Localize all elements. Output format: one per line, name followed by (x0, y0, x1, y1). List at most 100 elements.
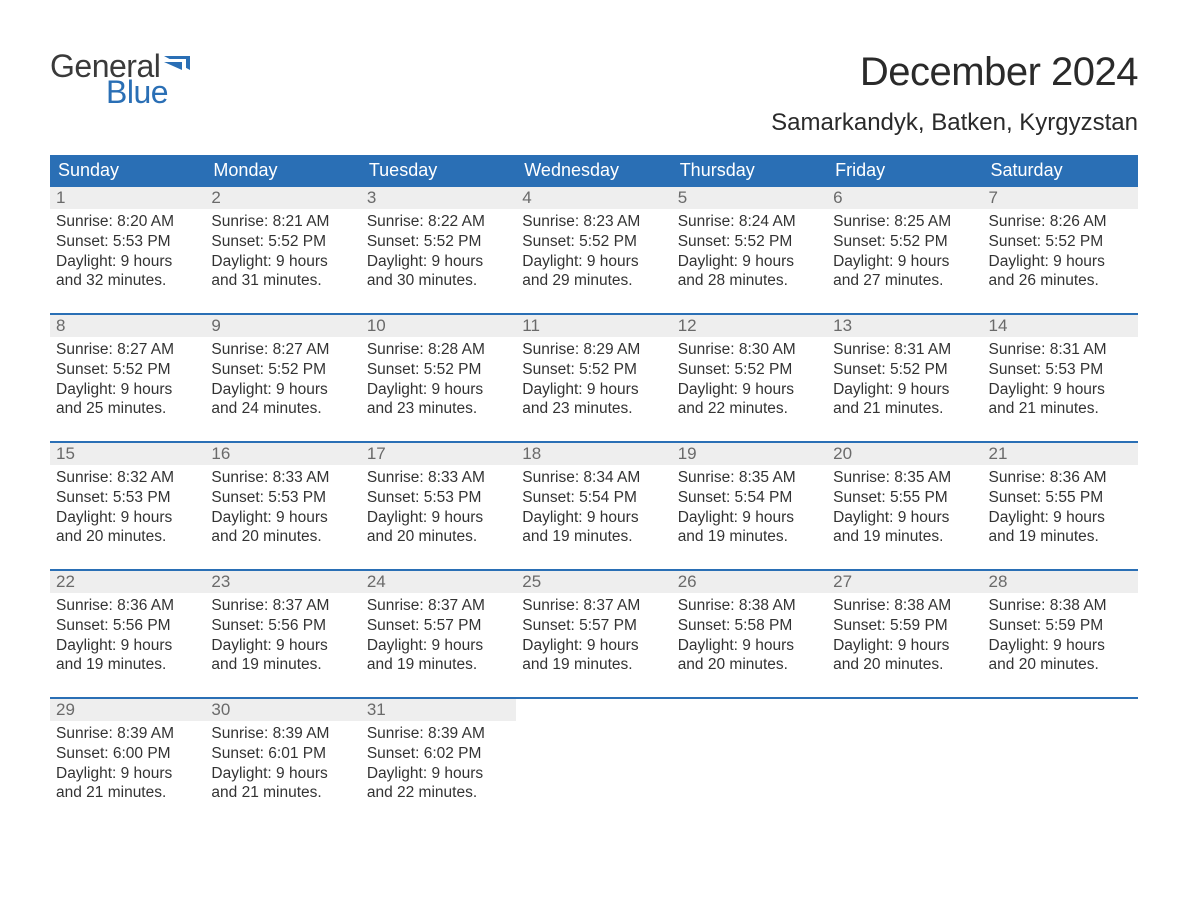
day-day2: and 20 minutes. (211, 527, 354, 547)
day-sunset: Sunset: 5:53 PM (211, 488, 354, 508)
weekday-header: Tuesday (361, 155, 516, 187)
day-body: Sunrise: 8:30 AMSunset: 5:52 PMDaylight:… (672, 337, 827, 419)
calendar-day: 21Sunrise: 8:36 AMSunset: 5:55 PMDayligh… (983, 443, 1138, 569)
day-number: 8 (56, 316, 65, 335)
day-number: 13 (833, 316, 852, 335)
day-number: 17 (367, 444, 386, 463)
day-sunrise: Sunrise: 8:35 AM (678, 468, 821, 488)
day-day2: and 22 minutes. (367, 783, 510, 803)
calendar-week: 8Sunrise: 8:27 AMSunset: 5:52 PMDaylight… (50, 313, 1138, 441)
day-number: 20 (833, 444, 852, 463)
calendar-day: 12 Sunrise: 8:30 AMSunset: 5:52 PMDayligh… (672, 315, 827, 441)
day-day1: Daylight: 9 hours (56, 636, 199, 656)
day-sunrise: Sunrise: 8:38 AM (833, 596, 976, 616)
day-day2: and 29 minutes. (522, 271, 665, 291)
day-day1: Daylight: 9 hours (367, 508, 510, 528)
day-sunrise: Sunrise: 8:31 AM (833, 340, 976, 360)
calendar-day: 20Sunrise: 8:35 AMSunset: 5:55 PMDayligh… (827, 443, 982, 569)
day-number-row: 22 (50, 571, 205, 593)
day-body: Sunrise: 8:35 AMSunset: 5:54 PMDaylight:… (672, 465, 827, 547)
day-body: Sunrise: 8:22 AMSunset: 5:52 PMDaylight:… (361, 209, 516, 291)
day-sunrise: Sunrise: 8:22 AM (367, 212, 510, 232)
day-sunset: Sunset: 5:52 PM (522, 232, 665, 252)
day-number: 21 (989, 444, 1008, 463)
day-day1: Daylight: 9 hours (56, 508, 199, 528)
day-day2: and 24 minutes. (211, 399, 354, 419)
calendar-day: 8Sunrise: 8:27 AMSunset: 5:52 PMDaylight… (50, 315, 205, 441)
calendar-day: 26Sunrise: 8:38 AMSunset: 5:58 PMDayligh… (672, 571, 827, 697)
day-sunrise: Sunrise: 8:27 AM (211, 340, 354, 360)
day-sunrise: Sunrise: 8:39 AM (367, 724, 510, 744)
day-number: 18 (522, 444, 541, 463)
day-sunset: Sunset: 5:53 PM (367, 488, 510, 508)
day-day2: and 20 minutes. (367, 527, 510, 547)
day-day1: Daylight: 9 hours (833, 252, 976, 272)
day-body: Sunrise: 8:20 AMSunset: 5:53 PMDaylight:… (50, 209, 205, 291)
day-day1: Daylight: 9 hours (678, 380, 821, 400)
title-block: December 2024 Samarkandyk, Batken, Kyrgy… (771, 50, 1138, 137)
day-sunrise: Sunrise: 8:37 AM (522, 596, 665, 616)
day-number-row: 30 (205, 699, 360, 721)
day-number-row: 29 (50, 699, 205, 721)
day-day1: Daylight: 9 hours (989, 508, 1132, 528)
day-number-row: 21 (983, 443, 1138, 465)
day-number: 6 (833, 188, 842, 207)
day-body: Sunrise: 8:38 AMSunset: 5:59 PMDaylight:… (827, 593, 982, 675)
day-sunrise: Sunrise: 8:35 AM (833, 468, 976, 488)
day-day1: Daylight: 9 hours (367, 380, 510, 400)
day-body: Sunrise: 8:31 AMSunset: 5:52 PMDaylight:… (827, 337, 982, 419)
day-body: Sunrise: 8:31 AMSunset: 5:53 PMDaylight:… (983, 337, 1138, 419)
day-number: 11 (522, 316, 540, 335)
day-day2: and 21 minutes. (211, 783, 354, 803)
weekday-header: Friday (827, 155, 982, 187)
calendar-day: 5Sunrise: 8:24 AMSunset: 5:52 PMDaylight… (672, 187, 827, 313)
day-body: Sunrise: 8:24 AMSunset: 5:52 PMDaylight:… (672, 209, 827, 291)
calendar-day: 16Sunrise: 8:33 AMSunset: 5:53 PMDayligh… (205, 443, 360, 569)
day-day2: and 19 minutes. (989, 527, 1132, 547)
day-number: 24 (367, 572, 386, 591)
day-body: Sunrise: 8:37 AMSunset: 5:57 PMDaylight:… (516, 593, 671, 675)
calendar-day: 23Sunrise: 8:37 AMSunset: 5:56 PMDayligh… (205, 571, 360, 697)
calendar-day: 11Sunrise: 8:29 AMSunset: 5:52 PMDayligh… (516, 315, 671, 441)
calendar-day: 1Sunrise: 8:20 AMSunset: 5:53 PMDaylight… (50, 187, 205, 313)
day-sunset: Sunset: 5:52 PM (678, 232, 821, 252)
calendar-day: 18Sunrise: 8:34 AMSunset: 5:54 PMDayligh… (516, 443, 671, 569)
day-number: 9 (211, 316, 220, 335)
calendar-day: 24Sunrise: 8:37 AMSunset: 5:57 PMDayligh… (361, 571, 516, 697)
day-sunset: Sunset: 5:52 PM (989, 232, 1132, 252)
day-number-row: 6 (827, 187, 982, 209)
day-sunset: Sunset: 5:55 PM (833, 488, 976, 508)
day-body: Sunrise: 8:27 AMSunset: 5:52 PMDaylight:… (205, 337, 360, 419)
day-number-row: 2 (205, 187, 360, 209)
calendar-day: 6Sunrise: 8:25 AMSunset: 5:52 PMDaylight… (827, 187, 982, 313)
day-sunrise: Sunrise: 8:37 AM (211, 596, 354, 616)
day-sunrise: Sunrise: 8:36 AM (56, 596, 199, 616)
day-number: 15 (56, 444, 75, 463)
day-number: 22 (56, 572, 75, 591)
day-sunset: Sunset: 5:52 PM (367, 360, 510, 380)
day-number: 12 (678, 316, 697, 335)
day-number: 2 (211, 188, 220, 207)
day-sunrise: Sunrise: 8:25 AM (833, 212, 976, 232)
day-number-row: 12 (672, 315, 827, 337)
day-day2: and 26 minutes. (989, 271, 1132, 291)
day-sunset: Sunset: 5:52 PM (367, 232, 510, 252)
day-body: Sunrise: 8:39 AMSunset: 6:00 PMDaylight:… (50, 721, 205, 803)
calendar-day: 9 Sunrise: 8:27 AMSunset: 5:52 PMDaylight… (205, 315, 360, 441)
day-sunset: Sunset: 5:52 PM (678, 360, 821, 380)
day-day1: Daylight: 9 hours (678, 636, 821, 656)
day-sunrise: Sunrise: 8:20 AM (56, 212, 199, 232)
day-sunset: Sunset: 5:52 PM (56, 360, 199, 380)
weeks-container: 1Sunrise: 8:20 AMSunset: 5:53 PMDaylight… (50, 187, 1138, 825)
day-sunset: Sunset: 5:52 PM (211, 360, 354, 380)
day-sunset: Sunset: 5:53 PM (989, 360, 1132, 380)
day-number-row: 17 (361, 443, 516, 465)
day-number-row: 15 (50, 443, 205, 465)
day-day2: and 21 minutes. (56, 783, 199, 803)
calendar-day: 25Sunrise: 8:37 AMSunset: 5:57 PMDayligh… (516, 571, 671, 697)
flag-icon (164, 56, 190, 76)
day-sunset: Sunset: 5:52 PM (522, 360, 665, 380)
day-body: Sunrise: 8:33 AMSunset: 5:53 PMDaylight:… (205, 465, 360, 547)
calendar-day: 14Sunrise: 8:31 AMSunset: 5:53 PMDayligh… (983, 315, 1138, 441)
day-sunrise: Sunrise: 8:38 AM (989, 596, 1132, 616)
